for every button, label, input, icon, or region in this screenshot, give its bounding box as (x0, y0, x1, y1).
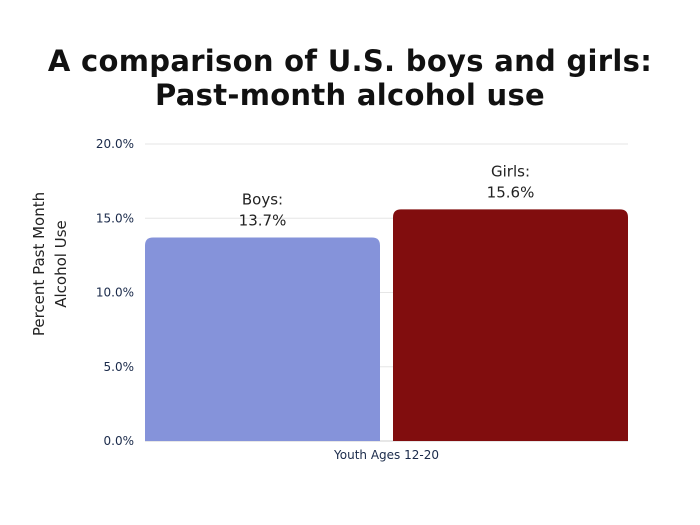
bars (145, 209, 628, 441)
bar-boys (145, 237, 380, 441)
y-tick-label: 5.0% (104, 360, 135, 374)
y-tick-label: 0.0% (104, 434, 135, 448)
bar-girls (393, 209, 628, 441)
y-tick-label: 10.0% (96, 286, 134, 300)
y-axis-ticks: 0.0% 5.0% 10.0% 15.0% 20.0% (96, 137, 134, 448)
data-label-value-girls: 15.6% (487, 183, 535, 201)
y-tick-label: 15.0% (96, 211, 134, 225)
data-label-value-boys: 13.7% (239, 212, 287, 230)
chart-title: A comparison of U.S. boys and girls: Pas… (0, 44, 700, 112)
chart-title-line-2: Past-month alcohol use (154, 78, 545, 112)
y-tick-label: 20.0% (96, 137, 134, 151)
x-tick-label: Youth Ages 12-20 (333, 448, 439, 462)
data-label-name-boys: Boys: (242, 191, 283, 209)
chart-title-line-1: A comparison of U.S. boys and girls: (47, 44, 653, 78)
data-labels: Boys: 13.7% Girls: 15.6% (239, 162, 535, 229)
data-label-name-girls: Girls: (491, 162, 530, 180)
